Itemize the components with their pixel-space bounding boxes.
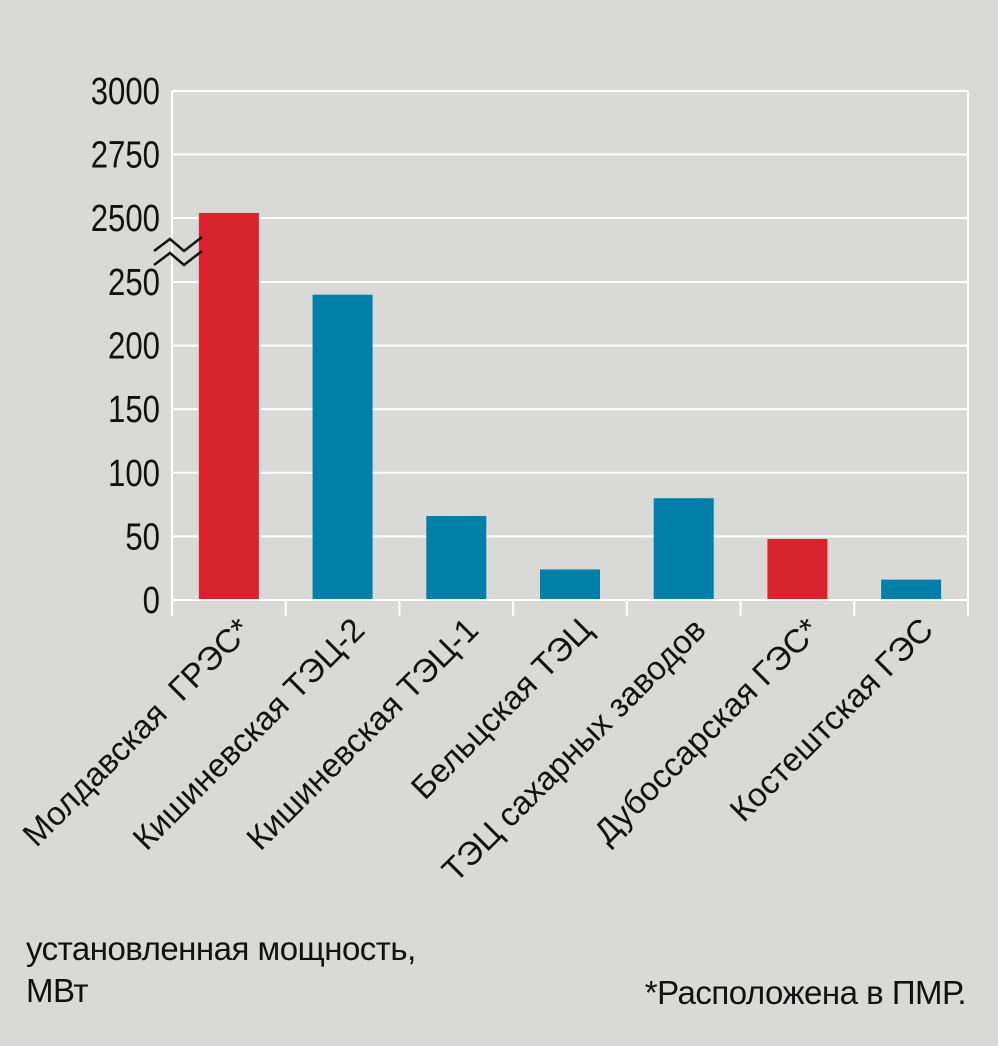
axes	[153, 91, 969, 616]
x-category-label: Кишиневская ТЭЦ-2	[125, 611, 371, 857]
y-tick-label: 150	[108, 389, 160, 431]
bars	[198, 212, 942, 601]
x-category-labels: Молдавская ГРЭС*Кишиневская ТЭЦ-2Кишинев…	[15, 611, 940, 889]
y-axis-label-text: установленная мощность, МВт	[26, 930, 416, 1009]
footnote: *Расположена в ПМР.	[644, 974, 967, 1011]
y-tick-label: 50	[125, 517, 160, 559]
y-tick-label: 200	[108, 326, 160, 368]
y-tick-label: 250	[108, 262, 160, 304]
bar	[426, 516, 487, 600]
y-axis-label: установленная мощность, МВт	[26, 928, 546, 1012]
x-category-label: Кишиневская ТЭЦ-1	[239, 611, 485, 857]
x-category-label: Дубоссарская ГЭС*	[586, 611, 826, 851]
y-tick-label: 0	[143, 580, 160, 622]
bar	[198, 212, 259, 601]
y-tick-label: 2500	[91, 198, 160, 240]
x-category-label: Молдавская ГРЭС*	[15, 611, 258, 854]
axis-break-icon	[153, 236, 203, 253]
y-tick-label: 3000	[91, 71, 160, 113]
y-tick-label: 2750	[91, 135, 160, 177]
x-category-label: Костештская ГЭС	[722, 611, 940, 829]
bar	[881, 579, 942, 600]
y-tick-labels: 0 50 100 150 200 250 2500 2750 3000	[91, 71, 160, 622]
axis-break-icon	[153, 250, 203, 267]
y-tick-label: 100	[108, 453, 160, 495]
grid-lines	[172, 90, 969, 601]
bar	[767, 538, 828, 600]
bar	[540, 569, 600, 600]
bar	[312, 294, 373, 600]
bar	[653, 498, 714, 600]
